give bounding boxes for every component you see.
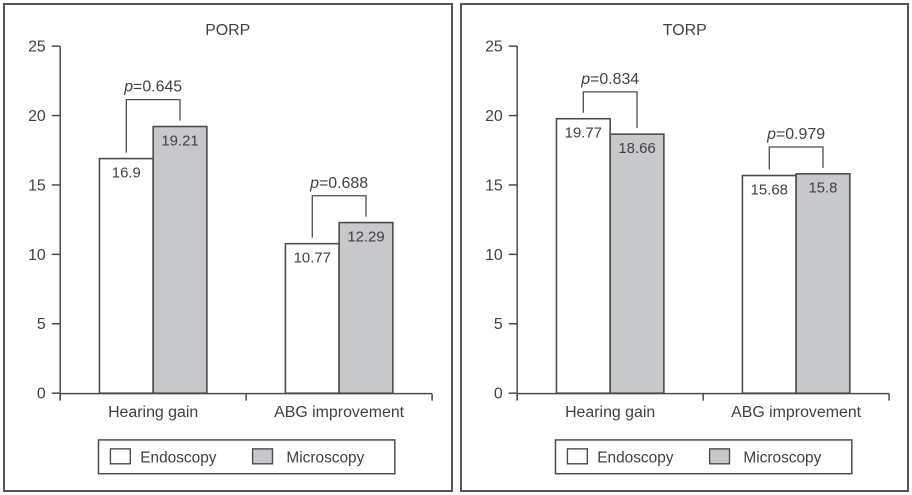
bar-value-label: 16.9 xyxy=(112,165,141,181)
p-value-bracket xyxy=(768,146,824,170)
y-tick-label: 5 xyxy=(37,316,46,333)
bar-value-label: 10.77 xyxy=(294,251,331,267)
y-tick-label: 10 xyxy=(28,247,46,264)
legend-label-endoscopy: Endoscopy xyxy=(140,449,217,466)
bar-endoscopy-abg-improvement xyxy=(741,174,797,394)
bar-microscopy-abg-improvement xyxy=(794,173,851,394)
bar-microscopy-hearing-gain xyxy=(152,125,208,394)
p-value-label: p=0.688 xyxy=(309,175,368,192)
bar-microscopy-hearing-gain xyxy=(608,133,665,394)
y-tick-label: 15 xyxy=(28,177,46,194)
legend-label-microscopy: Microscopy xyxy=(743,449,821,466)
y-tick-label: 15 xyxy=(485,177,503,194)
chart-title: PORP xyxy=(205,22,250,39)
p-value-bracket xyxy=(311,195,367,238)
y-tick-label: 0 xyxy=(37,386,46,403)
bar-value-label: 12.29 xyxy=(347,229,384,245)
p-value-label: p=0.645 xyxy=(123,79,182,96)
y-tick-label: 0 xyxy=(493,386,502,403)
legend-swatch-endoscopy xyxy=(566,448,588,465)
legend-label-microscopy: Microscopy xyxy=(286,449,364,466)
y-tick-label: 25 xyxy=(485,39,503,56)
p-value-label: p=0.834 xyxy=(580,71,639,88)
panel-porp: PORP 0 5 10 15 20 25 16.9 19.21 p=0.645 Hearing g… xyxy=(3,3,453,492)
chart-title: TORP xyxy=(662,22,706,39)
bar-value-label: 15.8 xyxy=(808,181,837,197)
legend-swatch-endoscopy xyxy=(109,448,131,465)
p-value-bracket xyxy=(125,99,181,153)
bar-endoscopy-abg-improvement xyxy=(284,242,340,394)
panel-torp: TORP 0 5 10 15 20 25 19.77 18.66 p=0.834 Hearing … xyxy=(459,3,909,492)
plot-area: 0 5 10 15 20 25 19.77 18.66 p=0.834 Hearing gain 1… xyxy=(485,39,890,475)
plot-area: 0 5 10 15 20 25 16.9 19.21 p=0.645 Hearing gain 10… xyxy=(28,39,433,475)
bar-value-label: 19.77 xyxy=(564,126,601,142)
legend-swatch-microscopy xyxy=(708,448,730,465)
legend-box xyxy=(554,439,853,475)
chart-torp: TORP 0 5 10 15 20 25 19.77 18.66 p=0.834 Hearing … xyxy=(485,22,890,475)
x-category-label: ABG improvement xyxy=(731,404,862,421)
y-tick-label: 20 xyxy=(28,108,46,125)
x-category-label: ABG improvement xyxy=(274,404,405,421)
p-value-label: p=0.979 xyxy=(766,126,825,143)
legend-box xyxy=(97,439,396,475)
legend-swatch-microscopy xyxy=(251,448,274,465)
x-category-label: Hearing gain xyxy=(108,404,198,421)
x-category-label: Hearing gain xyxy=(565,404,655,421)
chart-porp: PORP 0 5 10 15 20 25 16.9 19.21 p=0.645 Hearing g… xyxy=(28,22,433,475)
legend-label-endoscopy: Endoscopy xyxy=(597,449,674,466)
p-value-bracket xyxy=(582,91,638,129)
bar-value-label: 15.68 xyxy=(750,182,787,198)
bar-microscopy-abg-improvement xyxy=(338,221,394,394)
y-tick-label: 25 xyxy=(28,39,46,56)
bar-endoscopy-hearing-gain xyxy=(555,117,611,394)
y-tick-label: 5 xyxy=(493,316,502,333)
y-tick-label: 10 xyxy=(485,247,503,264)
bar-value-label: 18.66 xyxy=(618,141,655,157)
bar-endoscopy-hearing-gain xyxy=(98,157,154,394)
bar-value-label: 19.21 xyxy=(161,133,198,149)
y-tick-label: 20 xyxy=(485,108,503,125)
